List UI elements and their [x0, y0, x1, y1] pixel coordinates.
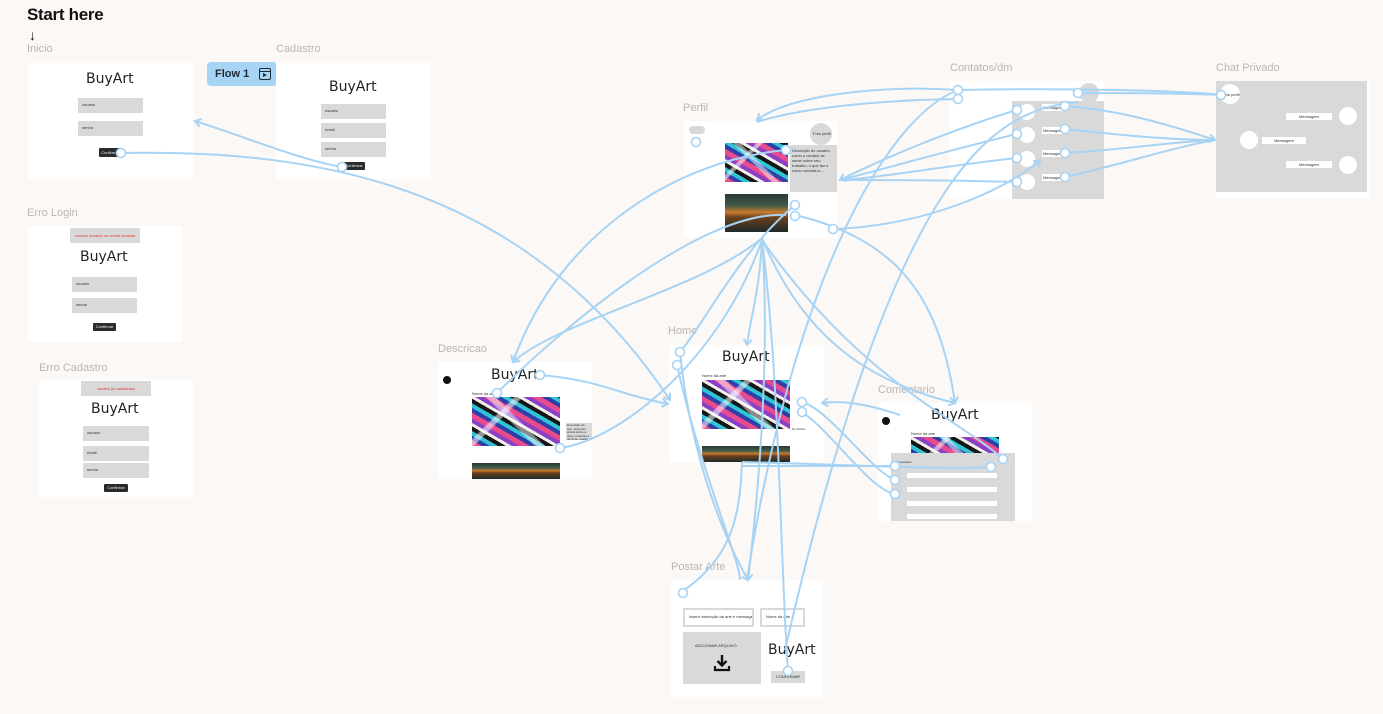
password-field[interactable]: senha: [78, 121, 143, 136]
frame-home[interactable]: BuyArt Nome da arte Do Artista: [669, 345, 824, 462]
frame-comentario[interactable]: BuyArt Nome da arte Comentário: [878, 403, 1032, 521]
connector: [742, 237, 763, 347]
username-field[interactable]: usuario: [83, 426, 149, 441]
chat-message: Mensagem: [1286, 161, 1332, 168]
connector: [755, 87, 959, 122]
contact-message[interactable]: Mensagem: [1042, 150, 1064, 157]
message-avatar: [1339, 107, 1357, 125]
avatar-label: Foto perfil: [813, 131, 831, 136]
comment-label: Comentário: [896, 460, 912, 464]
comment-row[interactable]: [907, 487, 997, 492]
brand-logo: BuyArt: [491, 367, 539, 383]
frame-label-postar[interactable]: Postar Arte: [671, 561, 726, 573]
message-avatar: [1240, 131, 1258, 149]
flow-badge-label: Flow 1: [215, 68, 250, 80]
confirm-button[interactable]: Confirmar: [343, 162, 365, 170]
frame-erro-login[interactable]: usuario Invalido ou senha Invalida BuyAr…: [28, 226, 182, 342]
email-field[interactable]: email: [321, 123, 386, 138]
password-field[interactable]: senha: [321, 142, 386, 157]
frame-cadastro[interactable]: BuyArt usuario email senha Confirmar: [276, 63, 431, 179]
brand-logo: BuyArt: [931, 407, 979, 423]
message-avatar: [1339, 156, 1357, 174]
comment-row[interactable]: [907, 501, 997, 506]
frame-contatos[interactable]: Mensagem Mensagem Mensagem Mensagem: [949, 81, 1104, 199]
error-message: usuário já cadastrado: [81, 381, 151, 396]
brand-logo: BuyArt: [722, 349, 770, 365]
frame-postar-arte[interactable]: Inserir descrição da arte e mensagem... …: [671, 580, 823, 697]
frame-label-inicio[interactable]: Inicio: [27, 43, 53, 55]
start-here-title: Start here: [27, 5, 104, 24]
username-field[interactable]: usuario: [72, 277, 137, 292]
connector: [756, 98, 959, 123]
chat-message: Mensagem: [1262, 137, 1306, 144]
back-icon[interactable]: [443, 376, 451, 384]
connector: [511, 237, 763, 364]
brand-logo: BuyArt: [86, 71, 134, 87]
download-icon[interactable]: [713, 654, 731, 672]
frame-perfil[interactable]: Foto perfil Descrição do usuário, como o…: [684, 121, 837, 238]
art-name: Nome da arte: [472, 391, 497, 396]
confirm-button[interactable]: Confirmar: [93, 323, 116, 331]
artwork-thumbnail[interactable]: [725, 194, 788, 232]
flow-starting-point-badge[interactable]: Flow 1: [207, 62, 277, 86]
frame-label-contatos[interactable]: Contatos/dm: [950, 62, 1013, 74]
comment-row[interactable]: [907, 514, 997, 519]
contact-avatar[interactable]: [1019, 174, 1035, 190]
password-field[interactable]: senha: [83, 463, 149, 478]
frame-inicio[interactable]: BuyArt usuario senha Confirmar: [28, 63, 193, 179]
brand-logo: BuyArt: [329, 79, 377, 95]
artwork-thumbnail[interactable]: [702, 446, 790, 462]
connector: [679, 461, 743, 594]
home-icon[interactable]: [689, 126, 705, 134]
brand-logo: BuyArt: [768, 642, 816, 658]
frame-label-perfil[interactable]: Perfil: [683, 102, 709, 114]
arrow-down-icon: ↓: [29, 27, 36, 43]
art-author: Do Artista: [792, 427, 806, 431]
upload-label: ADICIONAR ARQUIVO: [695, 643, 737, 648]
comment-row[interactable]: [907, 473, 997, 478]
artwork-image[interactable]: [702, 380, 790, 429]
username-field[interactable]: usuario: [78, 98, 143, 113]
contact-avatar[interactable]: [1019, 104, 1035, 120]
contact-message[interactable]: Mensagem: [1042, 104, 1064, 111]
avatar: [1079, 83, 1099, 103]
frame-label-erro-login[interactable]: Erro Login: [27, 207, 78, 219]
confirm-button[interactable]: CONFIRMAR: [771, 671, 805, 683]
chat-message: Mensagem: [1286, 113, 1332, 120]
art-name: Nome da arte: [911, 431, 936, 436]
frame-chat[interactable]: Foto perfil Mensagem Mensagem Mensagem: [1216, 81, 1369, 198]
brand-logo: BuyArt: [80, 249, 128, 265]
frame-descricao[interactable]: BuyArt Nome da arte Descrição da arte, f…: [438, 362, 592, 479]
error-message: usuario Invalido ou senha Invalida: [70, 228, 140, 243]
email-field[interactable]: email: [83, 446, 149, 461]
play-frame-icon[interactable]: [259, 68, 271, 80]
art-name-input[interactable]: Nome da arte...: [760, 608, 805, 627]
chat-avatar-label: Foto perfil: [1222, 92, 1240, 97]
artwork-thumbnail[interactable]: [725, 143, 788, 182]
contact-message[interactable]: Mensagem: [1042, 174, 1064, 181]
contact-message[interactable]: Mensagem: [1042, 127, 1064, 134]
frame-label-cadastro[interactable]: Cadastro: [276, 43, 321, 55]
contact-avatar[interactable]: [1019, 151, 1035, 167]
frame-label-chat[interactable]: Chat Privado: [1216, 62, 1280, 74]
frame-label-comentario[interactable]: Comentario: [878, 384, 935, 396]
profile-description: Descrição do usuário, como o usuário se …: [792, 148, 831, 173]
art-name: Nome da arte: [702, 373, 727, 378]
confirm-button[interactable]: Confirmar: [104, 484, 128, 492]
frame-label-descricao[interactable]: Descricao: [438, 343, 487, 355]
frame-erro-cadastro[interactable]: usuário já cadastrado BuyArt usuario ema…: [39, 380, 193, 497]
username-field[interactable]: usuario: [321, 104, 386, 119]
contact-avatar[interactable]: [1019, 127, 1035, 143]
artwork-thumbnail[interactable]: [472, 463, 560, 479]
frame-label-erro-cadastro[interactable]: Erro Cadastro: [39, 362, 108, 374]
frame-label-home[interactable]: Home: [668, 325, 698, 337]
artwork-image: [472, 397, 560, 446]
art-description: Descrição da arte, feita pelo artista so…: [567, 423, 590, 441]
back-icon[interactable]: [882, 417, 890, 425]
confirm-button[interactable]: Confirmar: [99, 148, 121, 157]
brand-logo: BuyArt: [91, 401, 139, 417]
password-field[interactable]: senha: [72, 298, 137, 313]
description-input[interactable]: Inserir descrição da arte e mensagem...: [683, 608, 754, 627]
